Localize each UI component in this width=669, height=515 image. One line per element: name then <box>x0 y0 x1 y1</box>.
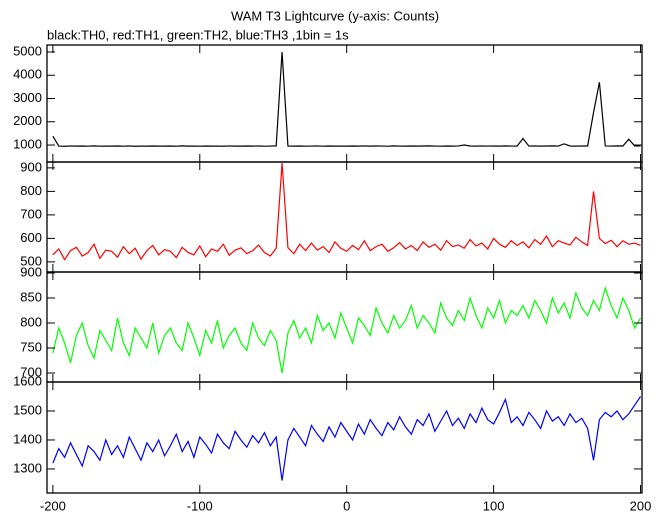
y-tick-label: 1600 <box>13 373 42 388</box>
lightcurve <box>52 396 642 481</box>
y-tick-label: 500 <box>20 253 42 268</box>
y-tick-label: 4000 <box>13 67 42 82</box>
panel-frame <box>46 381 643 494</box>
lightcurve <box>52 285 642 374</box>
y-tick-label: 800 <box>20 314 42 329</box>
y-tick-label: 1300 <box>13 460 42 475</box>
y-tick-label: 900 <box>20 264 42 279</box>
panel-frame <box>46 161 643 273</box>
y-tick-label: 700 <box>20 364 42 379</box>
y-tick-label: 850 <box>20 289 42 304</box>
y-tick-label: 750 <box>20 339 42 354</box>
y-tick-label: 700 <box>20 206 42 221</box>
y-tick-label: 1400 <box>13 431 42 446</box>
x-tick-label: 100 <box>483 498 505 513</box>
y-tick-label: 1000 <box>13 136 42 151</box>
y-tick-label: 1500 <box>13 402 42 417</box>
y-tick-label: 900 <box>20 159 42 174</box>
x-tick-label: 200 <box>630 498 652 513</box>
y-tick-label: 600 <box>20 230 42 245</box>
y-tick-label: 3000 <box>13 90 42 105</box>
lightcurve <box>52 51 641 147</box>
chart-subtitle: black:TH0, red:TH1, green:TH2, blue:TH3 … <box>47 27 349 42</box>
x-tick-label: -100 <box>187 498 213 513</box>
lightcurve <box>52 163 641 261</box>
x-tick-label: 0 <box>343 498 350 513</box>
y-tick-label: 2000 <box>13 113 42 128</box>
panel-frame <box>46 44 643 163</box>
panel-frame <box>46 271 643 383</box>
chart-title: WAM T3 Lightcurve (y-axis: Counts) <box>231 8 439 23</box>
x-tick-label: -200 <box>40 498 66 513</box>
y-tick-label: 800 <box>20 183 42 198</box>
y-tick-label: 5000 <box>13 43 42 58</box>
